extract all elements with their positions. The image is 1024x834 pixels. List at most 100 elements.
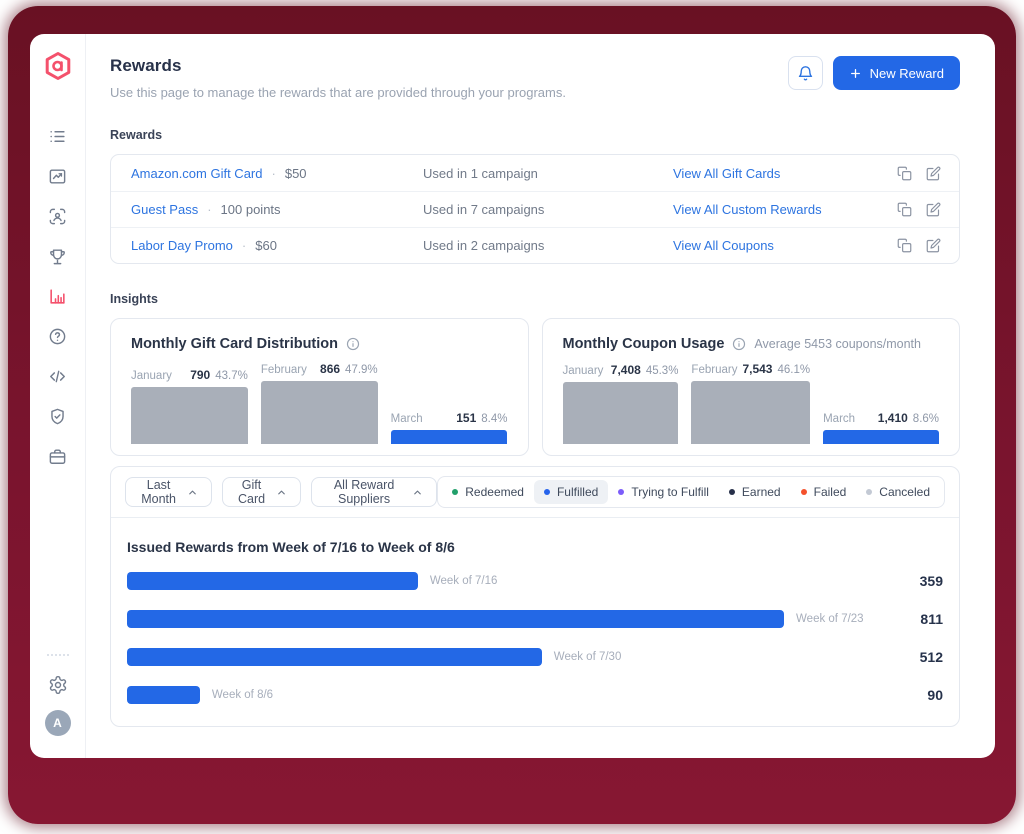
page-title: Rewards (110, 56, 182, 75)
bar-value: 90 (927, 687, 943, 703)
reward-name-link[interactable]: Amazon.com Gift Card (131, 165, 263, 181)
chevron-up-icon (412, 487, 423, 498)
edit-icon[interactable] (926, 202, 941, 217)
avatar[interactable]: A (44, 710, 71, 736)
sidebar-divider (46, 654, 69, 656)
bar-percent: 45.3% (645, 365, 679, 378)
view-all-link[interactable]: View All Gift Cards (673, 165, 781, 181)
time-range-dropdown[interactable]: Last Month (125, 477, 213, 507)
table-row: Labor Day Promo · $60 Used in 2 campaign… (111, 227, 959, 263)
bar (823, 430, 940, 444)
legend-label: Redeemed (465, 485, 524, 499)
copy-icon[interactable] (897, 166, 912, 181)
notifications-button[interactable] (787, 56, 823, 90)
copy-icon[interactable] (897, 202, 912, 217)
issued-rewards-panel: Last Month Gift Card All Reward Supplier… (110, 466, 960, 727)
chart-bar-row: Week of 7/16 359 (127, 572, 943, 590)
audience-scan-icon[interactable] (48, 206, 68, 226)
bar-percent: 8.6% (912, 413, 940, 425)
bar-label: Week of 7/30 (553, 651, 622, 663)
sidebar-nav (48, 126, 68, 466)
legend-dot (618, 489, 625, 495)
reward-value: $60 (255, 238, 277, 253)
bar-percent: 46.1% (777, 364, 811, 376)
bar-month-label: March (390, 413, 423, 425)
code-icon[interactable] (48, 366, 68, 386)
page-header: Rewards Use this page to manage the rewa… (110, 56, 960, 100)
legend-item-earned[interactable]: Earned (719, 480, 791, 504)
rewards-section-label: Rewards (110, 128, 163, 142)
bar-value: 7,408 (610, 363, 641, 378)
legend-label: Fulfilled (556, 485, 599, 499)
legend-item-fulfilled[interactable]: Fulfilled (533, 480, 609, 504)
chevron-up-icon (276, 487, 287, 498)
help-icon[interactable] (48, 326, 68, 346)
legend-label: Trying to Fulfill (631, 485, 709, 499)
insights-section-label: Insights (110, 292, 158, 306)
bar (691, 381, 811, 444)
dot-separator: · (241, 238, 247, 253)
legend-item-redeemed[interactable]: Redeemed (442, 480, 534, 504)
view-all-link[interactable]: View All Custom Rewards (673, 202, 822, 217)
info-icon[interactable] (732, 337, 746, 351)
legend-label: Earned (741, 485, 781, 499)
view-all-link[interactable]: View All Coupons (673, 238, 774, 253)
trophy-icon[interactable] (48, 246, 68, 266)
reward-name-link[interactable]: Labor Day Promo (131, 238, 233, 253)
shield-check-icon[interactable] (48, 406, 68, 426)
bar-percent: 8.4% (481, 413, 508, 425)
bar-label: Week of 7/23 (796, 613, 864, 625)
page-subtitle: Use this page to manage the rewards that… (110, 85, 566, 100)
card-title: Monthly Coupon Usage (562, 336, 725, 352)
main-content: Rewards Use this page to manage the rewa… (86, 34, 995, 758)
reward-usage: Used in 1 campaign (423, 165, 538, 181)
briefcase-icon[interactable] (48, 446, 68, 466)
bar-chart-icon[interactable] (48, 286, 68, 306)
legend-item-canceled[interactable]: Canceled (856, 480, 940, 504)
chart-bar-row: Week of 7/23 811 (127, 610, 943, 628)
bar-group: January 7,408 45.3% (562, 363, 679, 444)
copy-icon[interactable] (897, 238, 912, 253)
bar (127, 686, 200, 704)
edit-icon[interactable] (926, 166, 941, 181)
info-icon[interactable] (346, 337, 360, 351)
bar-group: January 790 43.7% (131, 368, 248, 444)
chart-bar-row: Week of 7/30 512 (127, 648, 943, 666)
line-chart-icon[interactable] (48, 166, 68, 186)
chevron-up-icon (187, 487, 198, 498)
insight-cards: Monthly Gift Card Distribution January 7… (110, 318, 960, 456)
bar (127, 572, 418, 590)
filter-label: Gift Card (237, 478, 266, 506)
list-icon[interactable] (48, 126, 68, 146)
gear-icon[interactable] (48, 675, 68, 695)
edit-icon[interactable] (926, 238, 941, 253)
new-reward-label: New Reward (869, 65, 944, 81)
bar-label: Week of 8/6 (211, 689, 274, 701)
reward-type-dropdown[interactable]: Gift Card (222, 477, 301, 507)
reward-suppliers-dropdown[interactable]: All Reward Suppliers (310, 477, 438, 507)
bar (390, 430, 508, 444)
status-legend: Redeemed Fulfilled Trying to Fulfill Ear… (437, 476, 945, 508)
reward-value: 100 points (220, 202, 281, 217)
bar-month-label: February (260, 364, 307, 376)
sidebar: A (30, 34, 86, 758)
bar-month-label: February (691, 364, 738, 376)
bar-label: Week of 7/16 (429, 575, 498, 587)
bar (127, 610, 785, 628)
brand-logo-icon[interactable] (42, 50, 74, 82)
legend-item-failed[interactable]: Failed (791, 480, 857, 504)
bar (127, 648, 542, 666)
bar-group: February 7,543 46.1% (691, 362, 811, 444)
bar-value: 1,410 (877, 411, 908, 425)
bar-month-label: January (131, 369, 172, 382)
legend-dot (452, 489, 459, 495)
bar-value: 866 (320, 362, 341, 376)
legend-dot (866, 489, 873, 495)
new-reward-button[interactable]: New Reward (832, 56, 960, 90)
filter-bar: Last Month Gift Card All Reward Supplier… (125, 477, 438, 507)
legend-label: Canceled (879, 485, 930, 499)
legend-item-trying-to-fulfill[interactable]: Trying to Fulfill (608, 480, 719, 504)
coupon-usage-card: Monthly Coupon Usage Average 5453 coupon… (541, 318, 960, 456)
reward-name-link[interactable]: Guest Pass (131, 202, 199, 217)
panel-header: Last Month Gift Card All Reward Supplier… (111, 467, 959, 518)
